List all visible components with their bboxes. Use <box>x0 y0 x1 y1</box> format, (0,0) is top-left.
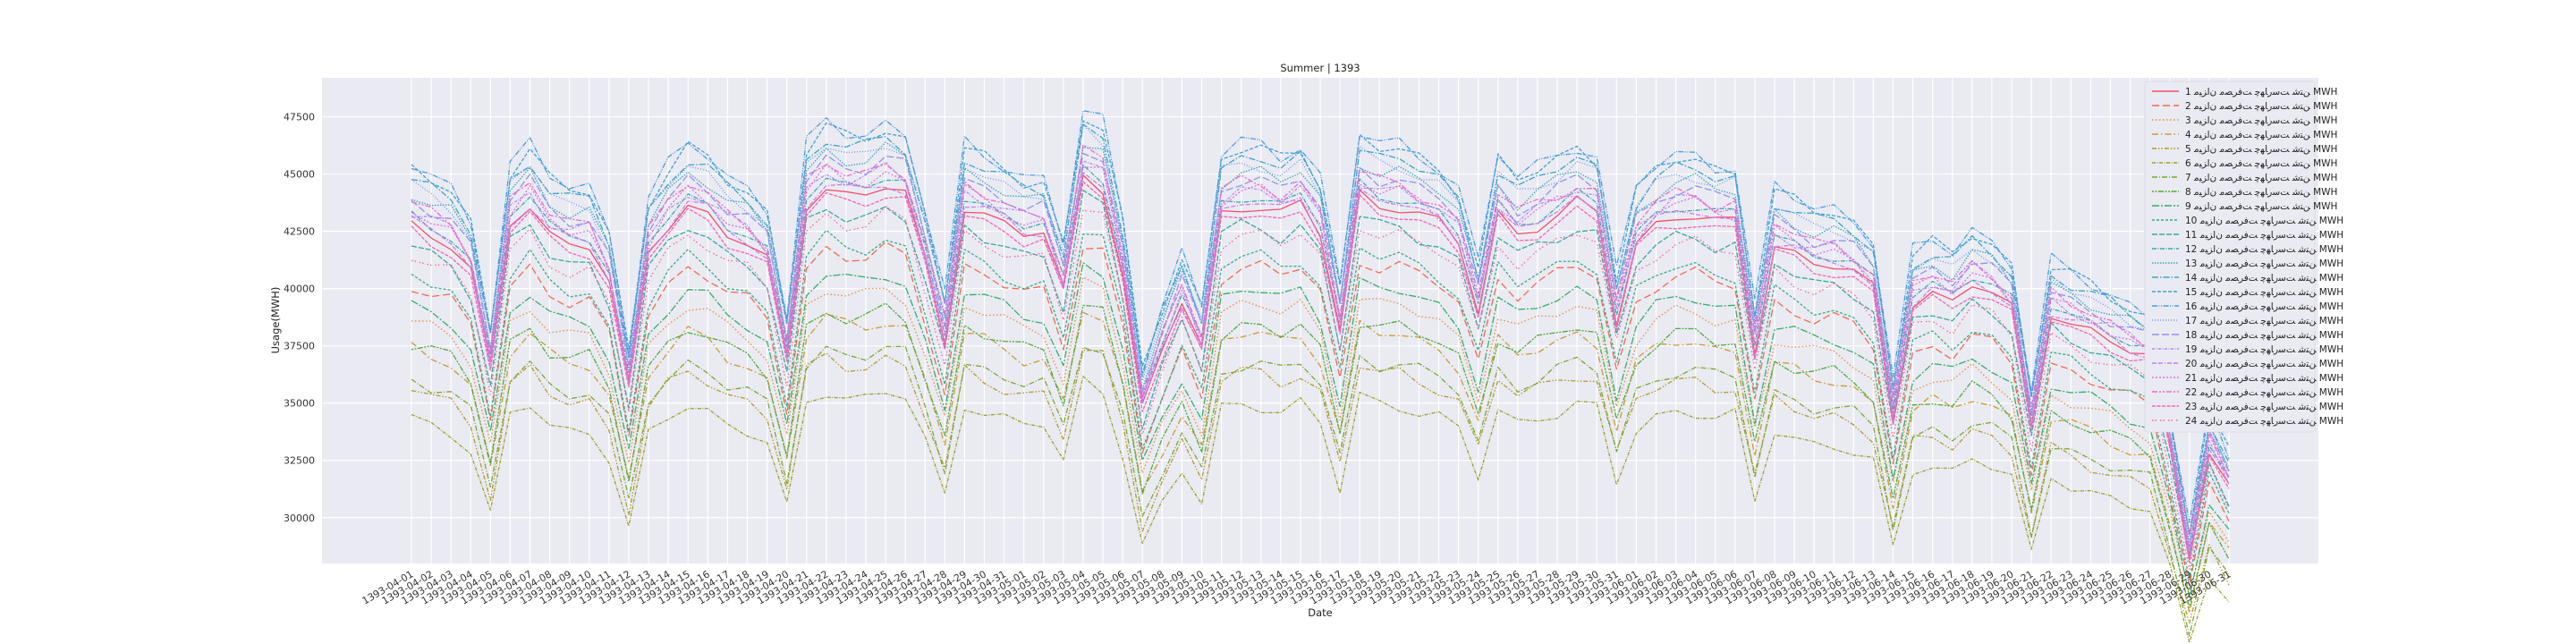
legend-label: 20 ﻦﺘﺷ ﺖﺳﺭﺎﻬﭼ ﺖﻓﺮﺼﻣ ﻥﺍﺰﯿﻣ MWH <box>2185 359 2343 369</box>
chart-title: Summer | 1393 <box>1280 62 1360 74</box>
legend-label: 17 ﻦﺘﺷ ﺖﺳﺭﺎﻬﭼ ﺖﻓﺮﺼﻣ ﻥﺍﺰﯿﻣ MWH <box>2185 316 2343 326</box>
series-line-20 <box>411 172 2230 558</box>
series-line-13 <box>411 141 2230 543</box>
legend-label: 5 ﻦﺘﺷ ﺖﺳﺭﺎﻬﭼ ﺖﻓﺮﺼﻣ ﻥﺍﺰﯿﻣ MWH <box>2185 144 2337 155</box>
series-line-7 <box>411 345 2230 637</box>
legend-label: 22 ﻦﺘﺷ ﺖﺳﺭﺎﻬﭼ ﺖﻓﺮﺼﻣ ﻥﺍﺰﯿﻣ MWH <box>2185 387 2343 398</box>
legend-label: 19 ﻦﺘﺷ ﺖﺳﺭﺎﻬﭼ ﺖﻓﺮﺼﻣ ﻥﺍﺰﯿﻣ MWH <box>2185 344 2343 355</box>
series-line-1 <box>411 174 2230 561</box>
x-axis-ticks: 1393-04-011393-04-021393-04-031393-04-04… <box>360 568 2233 606</box>
legend-label: 21 ﻦﺘﺷ ﺖﺳﺭﺎﻬﭼ ﺖﻓﺮﺼﻣ ﻥﺍﺰﯿﻣ MWH <box>2185 373 2343 384</box>
legend: 1 ﻦﺘﺷ ﺖﺳﺭﺎﻬﭼ ﺖﻓﺮﺼﻣ ﻥﺍﺰﯿﻣ MWH 2 ﻦﺘﺷ ﺖﺳﺭﺎﻬﭼ… <box>2144 80 2343 433</box>
series-line-21 <box>411 163 2230 552</box>
series-line-18 <box>411 152 2230 551</box>
legend-label: 24 ﻦﺘﺷ ﺖﺳﺭﺎﻬﭼ ﺖﻓﺮﺼﻣ ﻥﺍﺰﯿﻣ MWH <box>2185 416 2343 427</box>
legend-label: 15 ﻦﺘﺷ ﺖﺳﺭﺎﻬﭼ ﺖﻓﺮﺼﻣ ﻥﺍﺰﯿﻣ MWH <box>2185 287 2343 298</box>
legend-label: 3 ﻦﺘﺷ ﺖﺳﺭﺎﻬﭼ ﺖﻓﺮﺼﻣ ﻥﺍﺰﯿﻣ MWH <box>2185 115 2337 126</box>
legend-label: 7 ﻦﺘﺷ ﺖﺳﺭﺎﻬﭼ ﺖﻓﺮﺼﻣ ﻥﺍﺰﯿﻣ MWH <box>2185 173 2337 183</box>
legend-label: 4 ﻦﺘﺷ ﺖﺳﺭﺎﻬﭼ ﺖﻓﺮﺼﻣ ﻥﺍﺰﯿﻣ MWH <box>2185 130 2337 140</box>
legend-label: 2 ﻦﺘﺷ ﺖﺳﺭﺎﻬﭼ ﺖﻓﺮﺼﻣ ﻥﺍﺰﯿﻣ MWH <box>2185 101 2337 112</box>
series-line-4 <box>411 311 2230 614</box>
legend-box <box>2144 80 2316 433</box>
y-tick-label: 42500 <box>284 226 315 238</box>
legend-label: 8 ﻦﺘﺷ ﺖﺳﺭﺎﻬﭼ ﺖﻓﺮﺼﻣ ﻥﺍﺰﯿﻣ MWH <box>2185 187 2337 198</box>
series-line-16 <box>411 110 2230 523</box>
y-axis-label: Usage(MWH) <box>269 287 282 354</box>
series-line-23 <box>411 181 2230 564</box>
legend-label: 10 ﻦﺘﺷ ﺖﺳﺭﺎﻬﭼ ﺖﻓﺮﺼﻣ ﻥﺍﺰﯿﻣ MWH <box>2185 216 2343 226</box>
series-line-11 <box>411 190 2230 557</box>
series-line-2 <box>411 241 2230 587</box>
legend-label: 12 ﻦﺘﺷ ﺖﺳﺭﺎﻬﭼ ﺖﻓﺮﺼﻣ ﻥﺍﺰﯿﻣ MWH <box>2185 244 2343 255</box>
series-line-22 <box>411 144 2230 536</box>
series-line-8 <box>411 302 2230 608</box>
y-tick-label: 30000 <box>284 513 315 524</box>
y-tick-label: 45000 <box>284 169 315 181</box>
series-line-14 <box>411 123 2230 535</box>
legend-label: 11 ﻦﺘﺷ ﺖﺳﺭﺎﻬﭼ ﺖﻓﺮﺼﻣ ﻥﺍﺰﯿﻣ MWH <box>2185 230 2343 241</box>
y-tick-label: 32500 <box>284 455 315 467</box>
legend-label: 16 ﻦﺘﺷ ﺖﺳﺭﺎﻬﭼ ﺖﻓﺮﺼﻣ ﻥﺍﺰﯿﻣ MWH <box>2185 301 2343 312</box>
legend-label: 6 ﻦﺘﺷ ﺖﺳﺭﺎﻬﭼ ﺖﻓﺮﺼﻣ ﻥﺍﺰﯿﻣ MWH <box>2185 158 2337 169</box>
y-axis-ticks: 30000 32500 35000 37500 40000 42500 45000 47500 <box>284 112 315 524</box>
series-line-9 <box>411 262 2230 598</box>
series-line-17 <box>411 123 2230 536</box>
legend-label: 9 ﻦﺘﺷ ﺖﺳﺭﺎﻬﭼ ﺖﻓﺮﺼﻣ ﻥﺍﺰﯿﻣ MWH <box>2185 201 2337 212</box>
y-tick-label: 40000 <box>284 284 315 295</box>
y-tick-label: 47500 <box>284 112 315 123</box>
series-line-24 <box>411 206 2230 571</box>
series-line-19 <box>411 160 2230 547</box>
y-tick-label: 35000 <box>284 398 315 410</box>
series-line-15 <box>411 120 2230 536</box>
legend-label: 18 ﻦﺘﺷ ﺖﺳﺭﺎﻬﭼ ﺖﻓﺮﺼﻣ ﻥﺍﺰﯿﻣ MWH <box>2185 330 2343 341</box>
legend-label: 23 ﻦﺘﺷ ﺖﺳﺭﺎﻬﭼ ﺖﻓﺮﺼﻣ ﻥﺍﺰﯿﻣ MWH <box>2185 402 2343 412</box>
series-line-5 <box>411 350 2230 624</box>
x-axis-label: Date <box>1308 606 1333 619</box>
y-tick-label: 37500 <box>284 341 315 352</box>
legend-label: 13 ﻦﺘﺷ ﺖﺳﺭﺎﻬﭼ ﺖﻓﺮﺼﻣ ﻥﺍﺰﯿﻣ MWH <box>2185 258 2343 269</box>
legend-label: 1 ﻦﺘﺷ ﺖﺳﺭﺎﻬﭼ ﺖﻓﺮﺼﻣ ﻥﺍﺰﯿﻣ MWH <box>2185 87 2337 97</box>
series-lines <box>411 110 2230 644</box>
legend-label: 14 ﻦﺘﺷ ﺖﺳﺭﺎﻬﭼ ﺖﻓﺮﺼﻣ ﻥﺍﺰﯿﻣ MWH <box>2185 273 2343 284</box>
